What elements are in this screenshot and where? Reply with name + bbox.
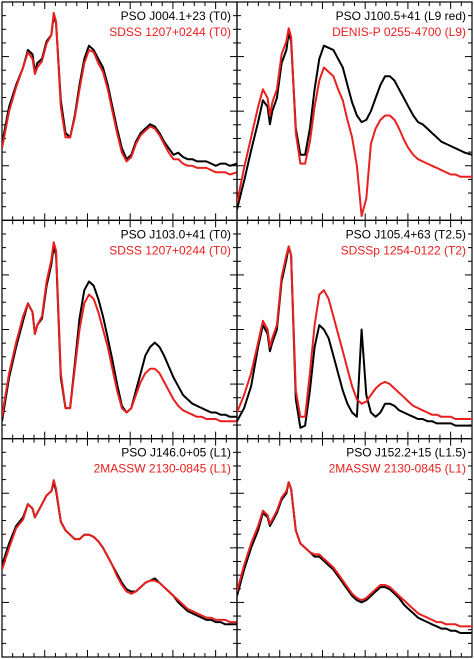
target-label: PSO J152.2+15 (L1.5)	[346, 446, 466, 460]
standard-spectrum-line	[2, 11, 237, 176]
panel-bottom-right: PSO J152.2+15 (L1.5) 2MASSW 2130-0845 (L1…	[236, 438, 473, 658]
plot-area	[237, 481, 472, 634]
panel-middle-left: PSO J103.0+41 (T0) SDSS 1207+0244 (T0)	[1, 219, 238, 440]
panel-top-right: PSO J100.5+41 (L9 red) DENIS-P 0255-4700 …	[236, 1, 473, 221]
target-spectrum-line	[237, 31, 472, 210]
plot-area	[2, 11, 237, 176]
standard-label: SDSS 1207+0244 (T0)	[109, 25, 231, 39]
target-label: PSO J146.0+05 (L1)	[121, 446, 231, 460]
panel-bottom-left: PSO J146.0+05 (L1) 2MASSW 2130-0845 (L1)	[1, 438, 238, 658]
target-spectrum-line	[2, 245, 237, 422]
standard-spectrum-line	[237, 27, 472, 217]
plot-area	[237, 245, 472, 429]
target-label: PSO J103.0+41 (T0)	[121, 227, 231, 241]
target-label: PSO J105.4+63 (T2.5)	[346, 227, 466, 241]
standard-label: SDSS 1207+0244 (T0)	[109, 243, 231, 257]
target-spectrum-line	[2, 481, 237, 626]
standard-spectrum-line	[2, 479, 237, 624]
panel-top-left: PSO J004.1+23 (T0) SDSS 1207+0244 (T0)	[1, 1, 238, 221]
plot-area	[2, 241, 237, 423]
standard-label: 2MASSW 2130-0845 (L1)	[94, 462, 231, 476]
standard-label: SDSSp 1254-0122 (T2)	[341, 243, 466, 257]
standard-spectrum-line	[237, 481, 472, 628]
panel-middle-right: PSO J105.4+63 (T2.5) SDSSp 1254-0122 (T2)	[236, 219, 473, 440]
standard-spectrum-line	[2, 241, 237, 423]
target-label: PSO J100.5+41 (L9 red)	[336, 9, 466, 23]
standard-label: DENIS-P 0255-4700 (L9)	[332, 25, 466, 39]
target-spectrum-line	[237, 481, 472, 634]
standard-label: 2MASSW 2130-0845 (L1)	[329, 462, 466, 476]
target-label: PSO J004.1+23 (T0)	[121, 9, 231, 23]
plot-area	[237, 27, 472, 217]
plot-area	[2, 479, 237, 626]
standard-spectrum-line	[237, 245, 472, 420]
